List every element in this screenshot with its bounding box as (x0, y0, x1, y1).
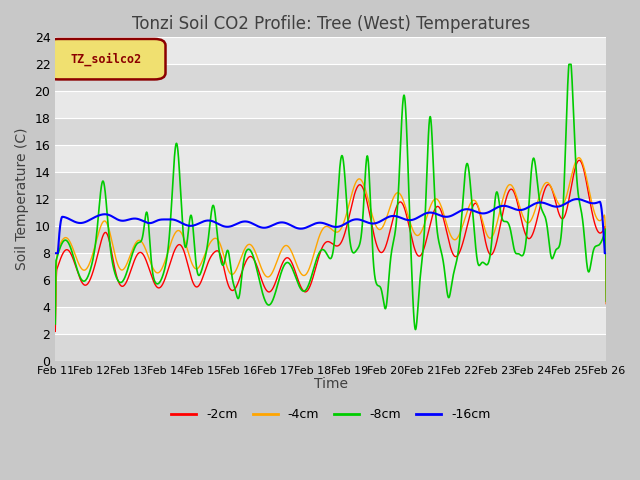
Bar (55, 334, 606, 361)
FancyBboxPatch shape (47, 39, 166, 79)
Title: Tonzi Soil CO2 Profile: Tree (West) Temperatures: Tonzi Soil CO2 Profile: Tree (West) Temp… (132, 15, 530, 33)
Legend: -2cm, -4cm, -8cm, -16cm: -2cm, -4cm, -8cm, -16cm (166, 403, 495, 426)
Bar (55, 91, 606, 118)
Text: TZ_soilco2: TZ_soilco2 (70, 53, 141, 66)
Bar (55, 118, 606, 145)
Bar (55, 64, 606, 91)
Bar (55, 226, 606, 253)
Bar (55, 307, 606, 334)
Bar (55, 145, 606, 172)
Bar (55, 280, 606, 307)
Bar (55, 172, 606, 199)
X-axis label: Time: Time (314, 377, 348, 391)
Y-axis label: Soil Temperature (C): Soil Temperature (C) (15, 128, 29, 271)
Bar (55, 253, 606, 280)
Bar (55, 199, 606, 226)
Bar (55, 37, 606, 64)
